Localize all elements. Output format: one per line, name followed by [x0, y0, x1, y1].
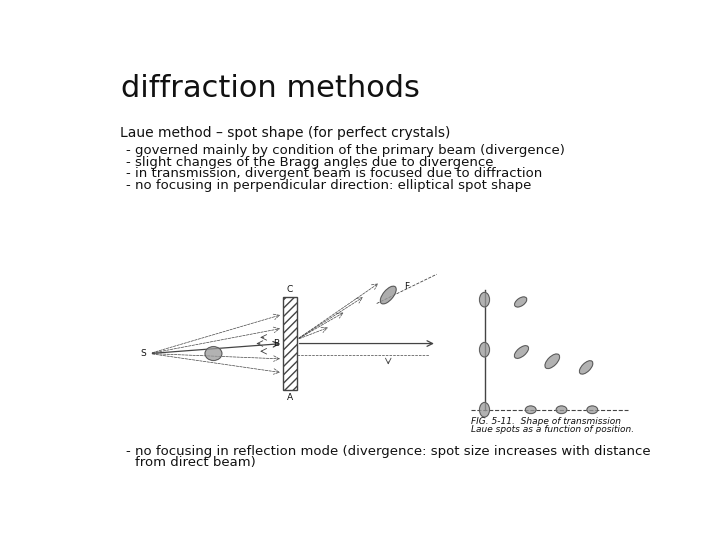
Text: governed mainly by condition of the primary beam (divergence): governed mainly by condition of the prim…	[135, 144, 564, 157]
Text: -: -	[126, 179, 130, 192]
Ellipse shape	[480, 402, 490, 417]
Ellipse shape	[205, 347, 222, 361]
Ellipse shape	[526, 406, 536, 414]
Ellipse shape	[545, 354, 559, 369]
Bar	[283, 298, 297, 390]
Ellipse shape	[380, 286, 396, 304]
Text: from direct beam): from direct beam)	[135, 456, 256, 469]
Text: A: A	[287, 393, 293, 402]
Text: F: F	[404, 282, 409, 291]
Text: Laue spots as a function of position.: Laue spots as a function of position.	[471, 425, 634, 434]
Text: in transmission, divergent beam is focused due to diffraction: in transmission, divergent beam is focus…	[135, 167, 542, 180]
Ellipse shape	[480, 292, 490, 307]
Text: -: -	[126, 167, 130, 180]
Text: -: -	[126, 156, 130, 168]
Text: B: B	[274, 339, 279, 348]
Text: slight changes of the Bragg angles due to divergence: slight changes of the Bragg angles due t…	[135, 156, 493, 168]
Ellipse shape	[556, 406, 567, 414]
Text: no focusing in perpendicular direction: elliptical spot shape: no focusing in perpendicular direction: …	[135, 179, 531, 192]
Ellipse shape	[514, 346, 528, 359]
Text: Laue method – spot shape (for perfect crystals): Laue method – spot shape (for perfect cr…	[120, 126, 450, 140]
Ellipse shape	[480, 342, 490, 357]
Text: -: -	[126, 144, 130, 157]
Text: S: S	[140, 349, 145, 358]
Text: diffraction methods: diffraction methods	[121, 74, 420, 103]
Text: FIG. 5-11.  Shape of transmission: FIG. 5-11. Shape of transmission	[471, 417, 621, 427]
Text: no focusing in reflection mode (divergence: spot size increases with distance: no focusing in reflection mode (divergen…	[135, 445, 651, 458]
Text: -: -	[126, 445, 130, 458]
Text: C: C	[287, 285, 293, 294]
Ellipse shape	[515, 297, 527, 307]
Ellipse shape	[580, 361, 593, 374]
Ellipse shape	[587, 406, 598, 414]
